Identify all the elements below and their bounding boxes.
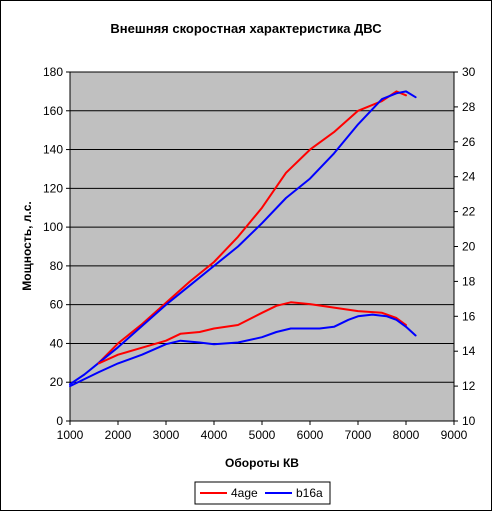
- x-tick-label: 9000: [441, 428, 468, 442]
- x-tick-label: 8000: [393, 428, 420, 442]
- y-tick-label: 180: [43, 65, 63, 79]
- y-tick-label: 100: [43, 220, 63, 234]
- y2-tick-label: 12: [462, 379, 476, 393]
- x-tick-label: 4000: [201, 428, 228, 442]
- legend-box: [194, 481, 331, 505]
- y-tick-label: 80: [50, 259, 64, 273]
- x-axis-title: Обороты КВ: [225, 456, 299, 470]
- y-tick-label: 20: [50, 375, 64, 389]
- y2-tick-label: 20: [462, 240, 476, 254]
- gridlines: [70, 110, 454, 383]
- y2-tick-label: 24: [462, 170, 476, 184]
- legend-label-4age: 4age: [231, 486, 258, 500]
- legend: 4age b16a: [194, 481, 331, 505]
- series-line-4age-left: [97, 90, 407, 364]
- y-tick-label: 120: [43, 181, 63, 195]
- y2-tick-label: 16: [462, 309, 476, 323]
- x-tick-label: 2000: [105, 428, 132, 442]
- x-tick-label: 3000: [153, 428, 180, 442]
- y-axis-title: Мощность, л.с.: [20, 201, 34, 290]
- chart-title: Внешняя скоростная характеристика ДВС: [110, 21, 382, 36]
- y-axis-ticks: 0 20 40 60 80 100 120 140 160 180: [43, 65, 70, 428]
- y2-tick-label: 22: [462, 205, 476, 219]
- x-tick-label: 7000: [345, 428, 372, 442]
- y2-tick-label: 10: [462, 414, 476, 428]
- y2-axis-ticks: 10 12 14 16 18 20 22 24 26 28 30: [454, 65, 476, 428]
- plot-area: [69, 71, 455, 422]
- series-line-4age-right: [97, 301, 407, 365]
- series-line-b16a-left: [69, 90, 417, 386]
- y-tick-label: 140: [43, 143, 63, 157]
- y2-tick-label: 18: [462, 274, 476, 288]
- x-tick-label: 6000: [297, 428, 324, 442]
- legend-label-b16a: b16a: [296, 486, 323, 500]
- y-tick-label: 160: [43, 104, 63, 118]
- series-layer: [69, 90, 417, 388]
- x-tick-label: 5000: [249, 428, 276, 442]
- x-tick-label: 1000: [57, 428, 84, 442]
- y-tick-label: 40: [50, 336, 64, 350]
- series-line-b16a-right: [69, 313, 417, 388]
- y2-tick-label: 14: [462, 344, 476, 358]
- x-axis-ticks: 1000 2000 3000 4000 5000 6000 7000 8000 9000: [57, 421, 468, 442]
- y2-tick-label: 26: [462, 135, 476, 149]
- y2-tick-label: 30: [462, 65, 476, 79]
- y2-tick-label: 28: [462, 100, 476, 114]
- y-tick-label: 0: [56, 414, 63, 428]
- y-tick-label: 60: [50, 298, 64, 312]
